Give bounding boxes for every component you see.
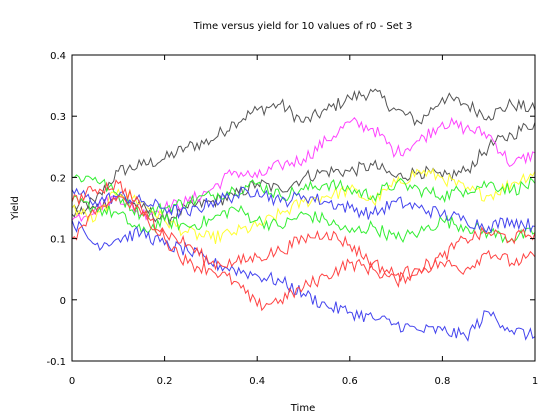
- series-line-4: [71, 167, 536, 244]
- series-line-5: [72, 174, 536, 221]
- y-tick-label: 0.3: [50, 112, 66, 123]
- y-tick-label: 0.4: [50, 51, 66, 62]
- y-tick-label: 0: [60, 296, 66, 307]
- series-line-2: [71, 122, 536, 226]
- y-axis-label: Yield: [10, 196, 21, 221]
- y-tick-label: -0.1: [46, 357, 66, 368]
- series-layer: [71, 88, 536, 342]
- series-line-7: [71, 186, 536, 234]
- x-axis-label: Time: [290, 403, 315, 414]
- x-tick-label: 0.8: [434, 376, 450, 387]
- series-line-6: [71, 195, 536, 244]
- x-tick-label: 1: [532, 376, 538, 387]
- ticks-layer: 0 0.2 0.4 0.6 0.8 1-0.100.10.20.30.4: [46, 51, 538, 387]
- series-line-10: [71, 179, 536, 312]
- y-tick-label: 0.1: [50, 235, 66, 246]
- series-line-1: [71, 88, 536, 211]
- x-tick-label: 0.4: [249, 376, 265, 387]
- x-tick-label: 0: [69, 376, 75, 387]
- series-line-8: [71, 220, 536, 342]
- chart-title: Time versus yield for 10 values of r0 - …: [193, 21, 413, 32]
- series-line-3: [71, 116, 536, 223]
- x-tick-label: 0.6: [342, 376, 358, 387]
- plot-frame: [71, 54, 536, 362]
- y-tick-label: 0.2: [50, 173, 66, 184]
- x-tick-label: 0.2: [157, 376, 173, 387]
- series-line-9: [71, 195, 536, 283]
